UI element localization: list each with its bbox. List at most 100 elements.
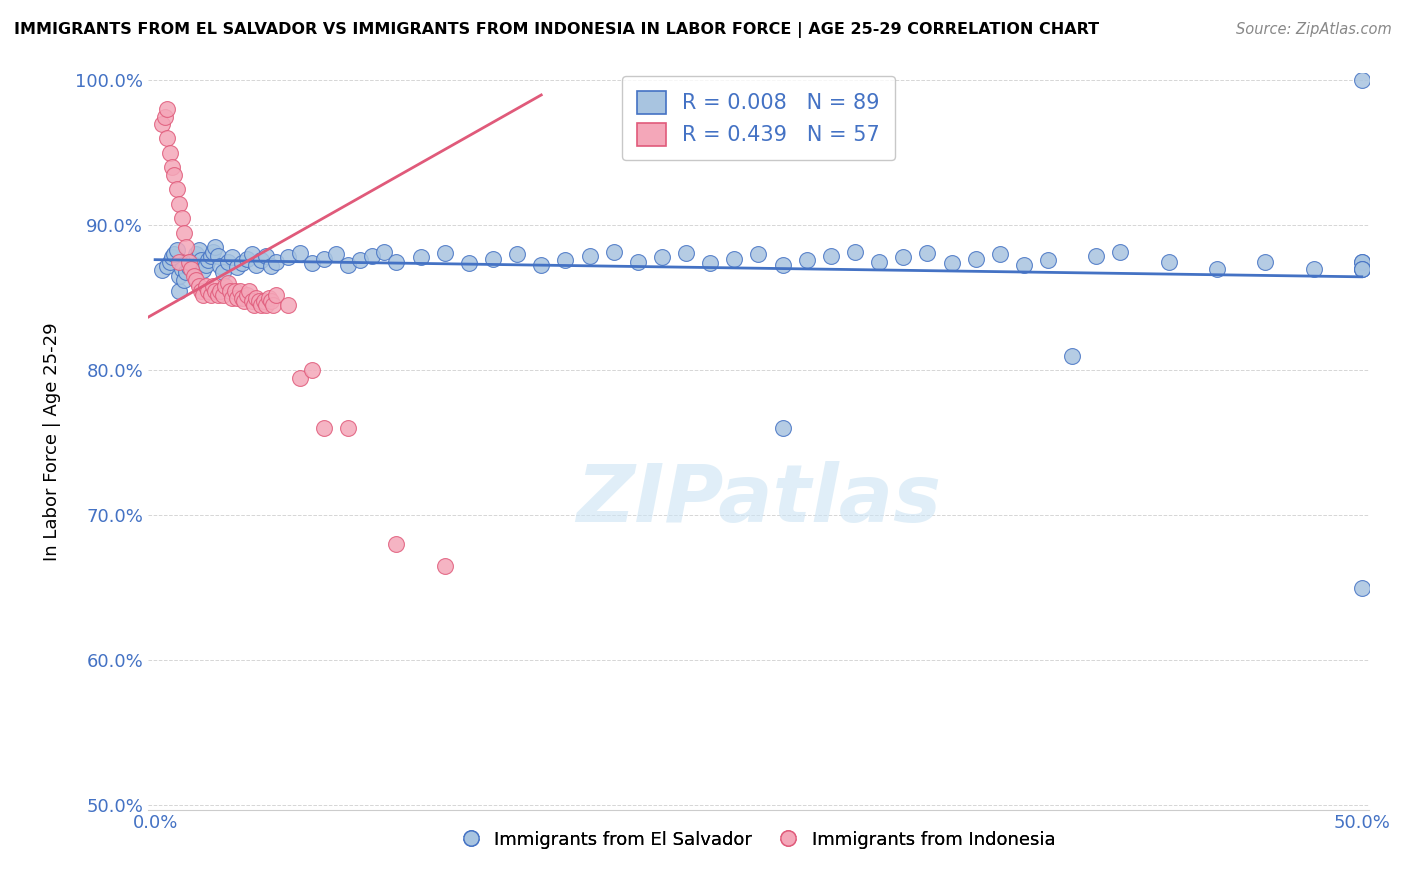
Point [530,258,553,272]
Point [221,291,243,305]
Point [200,249,222,263]
Point [433,246,456,260]
Point [288,246,311,260]
Point [247,293,270,308]
Point [257,291,280,305]
Point [602,244,624,259]
Point [1036,253,1059,268]
Point [1085,249,1108,263]
Point [193,288,215,302]
Point [176,265,198,279]
Point [868,254,890,268]
Point [180,261,202,276]
Point [245,291,267,305]
Point [150,117,173,131]
Legend: Immigrants from El Salvador, Immigrants from Indonesia: Immigrants from El Salvador, Immigrants … [454,823,1063,855]
Point [651,250,673,264]
Point [176,240,198,254]
Point [167,269,190,284]
Point [226,260,249,275]
Point [1351,254,1374,268]
Point [337,421,360,435]
Point [820,249,842,263]
Point [159,254,181,268]
Point [941,256,963,270]
Point [194,279,217,293]
Point [254,249,277,263]
Point [167,196,190,211]
Point [177,254,200,268]
Point [627,254,650,268]
Point [361,249,384,263]
Point [675,246,697,260]
Point [457,256,479,270]
Point [796,253,818,268]
Point [183,252,205,266]
Point [506,247,529,261]
Point [988,247,1011,261]
Point [173,273,195,287]
Point [337,258,360,272]
Point [180,256,202,270]
Point [1351,261,1374,276]
Point [177,260,200,275]
Point [250,298,273,312]
Point [197,253,219,268]
Point [578,249,600,263]
Point [245,258,267,272]
Point [236,252,259,266]
Point [1351,73,1374,87]
Point [160,250,183,264]
Point [167,284,190,298]
Point [1351,261,1374,276]
Point [844,244,866,259]
Point [193,263,215,277]
Point [385,254,408,268]
Point [965,252,987,266]
Point [207,288,229,302]
Point [277,298,299,312]
Point [238,284,260,298]
Point [260,293,283,308]
Point [153,110,176,124]
Point [156,103,179,117]
Point [228,284,250,298]
Point [349,253,371,268]
Point [219,284,242,298]
Point [166,243,188,257]
Point [202,279,225,293]
Point [1351,261,1374,276]
Point [211,288,233,302]
Point [250,253,273,268]
Point [217,254,239,268]
Point [204,240,226,254]
Point [240,247,263,261]
Point [373,244,395,259]
Point [1302,261,1324,276]
Point [187,243,209,257]
Point [243,298,266,312]
Point [183,269,205,284]
Point [150,263,173,277]
Point [170,211,193,226]
Point [204,284,226,298]
Point [1062,349,1084,363]
Point [231,291,253,305]
Point [699,256,721,270]
Point [301,363,323,377]
Point [187,279,209,293]
Point [211,265,233,279]
Point [723,252,745,266]
Point [184,247,207,261]
Point [163,168,186,182]
Point [200,288,222,302]
Text: IMMIGRANTS FROM EL SALVADOR VS IMMIGRANTS FROM INDONESIA IN LABOR FORCE | AGE 25: IMMIGRANTS FROM EL SALVADOR VS IMMIGRANT… [14,22,1099,38]
Point [264,288,287,302]
Point [166,182,188,196]
Point [209,259,232,273]
Point [167,254,190,268]
Point [1254,254,1277,268]
Point [385,537,408,551]
Point [772,421,794,435]
Point [772,258,794,272]
